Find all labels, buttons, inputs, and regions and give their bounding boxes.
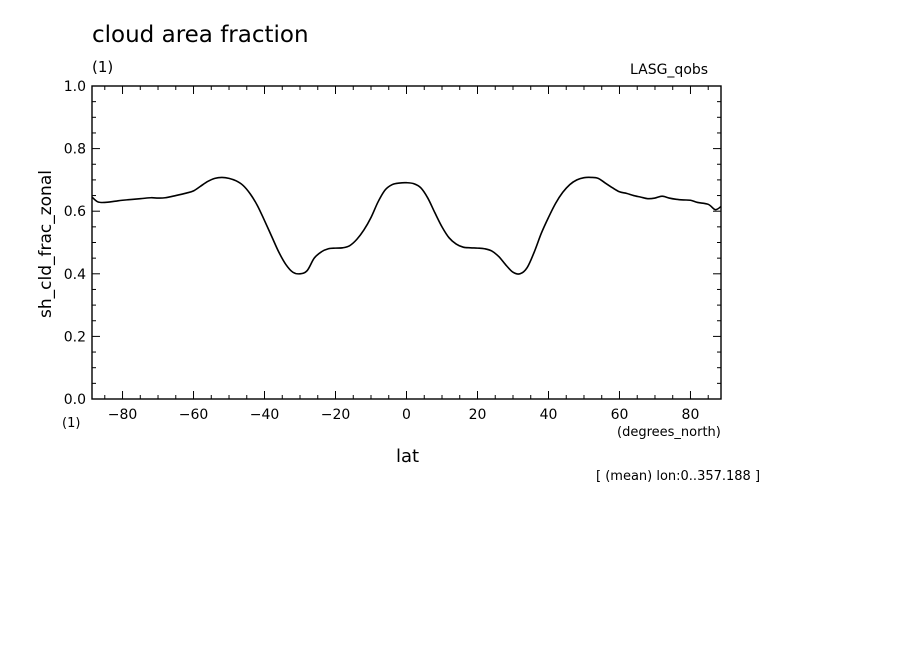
x-tick-label: 60 bbox=[611, 407, 629, 423]
y-tick-label: 0.4 bbox=[64, 267, 86, 283]
y-tick-label: 0.8 bbox=[64, 142, 86, 158]
y-tick-label: 0.6 bbox=[64, 204, 86, 220]
axis-ticks bbox=[92, 86, 721, 399]
y-tick-label: 1.0 bbox=[64, 79, 86, 95]
axis-tick-labels: −80 −60 −40 −20 0 20 40 60 80 0.0 0.2 0.4 0.6 0.8 1.0 bbox=[64, 79, 700, 423]
y-tick-label: 0.2 bbox=[64, 329, 86, 345]
averaging-note: [ (mean) lon:0..357.188 ] bbox=[596, 469, 761, 484]
x-axis-units: (degrees_north) bbox=[617, 425, 721, 440]
y-axis-units: (1) bbox=[62, 416, 81, 431]
x-tick-label: 80 bbox=[682, 407, 700, 423]
x-tick-label: −20 bbox=[321, 407, 351, 423]
x-tick-label: −80 bbox=[108, 407, 138, 423]
x-tick-label: −60 bbox=[179, 407, 209, 423]
y-tick-label: 0.0 bbox=[64, 392, 86, 408]
x-tick-label: 20 bbox=[469, 407, 487, 423]
plot-frame bbox=[91, 85, 722, 400]
series-line bbox=[91, 176, 722, 275]
dataset-name: LASG_qobs bbox=[630, 62, 709, 78]
chart-units: (1) bbox=[92, 58, 114, 76]
x-axis-label: lat bbox=[396, 446, 420, 467]
x-tick-label: −40 bbox=[250, 407, 280, 423]
chart-title: cloud area fraction bbox=[92, 22, 309, 48]
x-tick-label: 40 bbox=[540, 407, 558, 423]
x-tick-label: 0 bbox=[402, 407, 411, 423]
